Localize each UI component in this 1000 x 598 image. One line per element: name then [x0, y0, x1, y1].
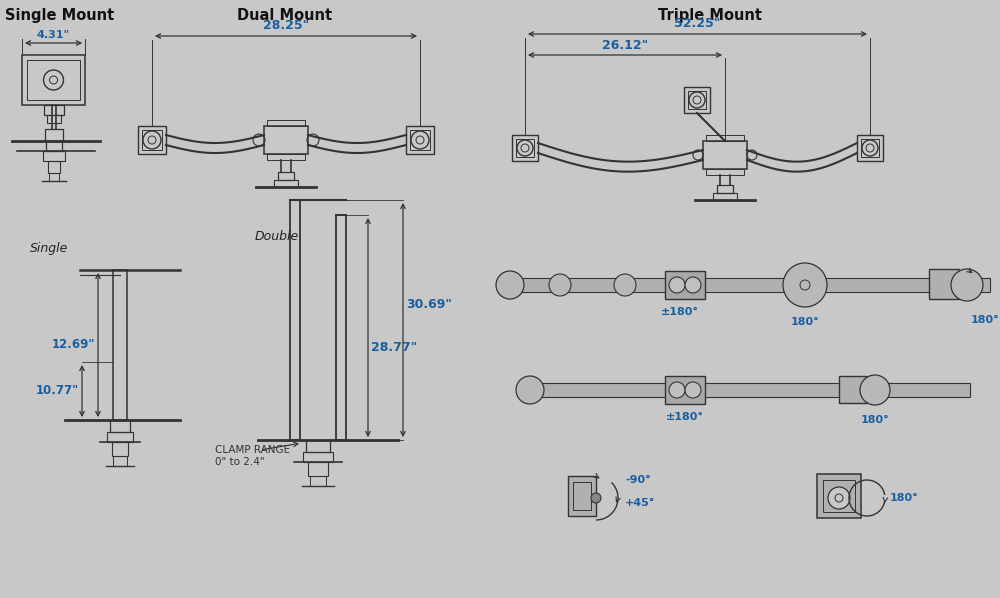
Bar: [267, 154, 305, 160]
Text: 30.69": 30.69": [406, 298, 452, 312]
Bar: [929, 269, 959, 299]
Text: ±180°: ±180°: [661, 307, 699, 317]
Bar: [113, 270, 127, 420]
Bar: [717, 185, 733, 193]
Circle shape: [591, 493, 601, 503]
Text: 28.77": 28.77": [371, 341, 417, 354]
Bar: [42, 151, 64, 161]
Text: 12.69": 12.69": [52, 338, 95, 352]
Bar: [512, 135, 538, 161]
Bar: [861, 139, 879, 157]
Bar: [839, 376, 867, 403]
Bar: [688, 91, 706, 109]
Circle shape: [496, 271, 524, 299]
Circle shape: [685, 277, 701, 293]
Circle shape: [614, 274, 636, 296]
Circle shape: [860, 375, 890, 405]
Text: 28.25": 28.25": [263, 19, 309, 32]
Bar: [406, 126, 434, 154]
Bar: [706, 135, 744, 141]
Bar: [112, 442, 128, 456]
Bar: [46, 115, 60, 123]
Text: 180°: 180°: [971, 315, 999, 325]
Bar: [290, 200, 300, 440]
Bar: [706, 169, 744, 175]
Bar: [410, 130, 430, 150]
Bar: [703, 141, 747, 169]
Bar: [713, 193, 737, 200]
Text: Single Mount: Single Mount: [5, 8, 114, 23]
Circle shape: [951, 269, 983, 301]
Text: Double: Double: [255, 230, 299, 243]
Bar: [665, 376, 705, 404]
Bar: [267, 120, 305, 126]
Text: +45°: +45°: [625, 498, 655, 508]
Bar: [48, 173, 58, 181]
Bar: [48, 161, 60, 173]
Bar: [336, 215, 346, 440]
Circle shape: [783, 263, 827, 307]
Text: 10.77": 10.77": [36, 385, 79, 398]
Bar: [274, 180, 298, 187]
Text: 180°: 180°: [791, 317, 819, 327]
Circle shape: [828, 487, 850, 509]
Bar: [857, 135, 883, 161]
Bar: [665, 271, 705, 299]
Bar: [568, 476, 596, 516]
Bar: [113, 456, 127, 466]
Text: CLAMP RANGE: CLAMP RANGE: [215, 445, 290, 455]
Bar: [520, 383, 970, 397]
Bar: [500, 278, 990, 292]
Text: Dual Mount: Dual Mount: [237, 8, 333, 23]
Text: 180°: 180°: [861, 415, 889, 425]
Text: 52.25": 52.25": [674, 17, 721, 30]
Bar: [823, 480, 855, 512]
Bar: [264, 126, 308, 154]
Bar: [142, 130, 162, 150]
Bar: [44, 105, 64, 115]
Bar: [306, 440, 330, 452]
Text: Triple Mount: Triple Mount: [658, 8, 762, 23]
Text: -90°: -90°: [625, 475, 651, 485]
Bar: [46, 141, 62, 151]
Circle shape: [669, 277, 685, 293]
Circle shape: [669, 382, 685, 398]
Bar: [138, 126, 166, 154]
Bar: [107, 432, 133, 442]
Bar: [27, 60, 80, 100]
Bar: [684, 87, 710, 113]
Bar: [44, 129, 62, 141]
Bar: [278, 172, 294, 180]
Bar: [516, 139, 534, 157]
Circle shape: [516, 376, 544, 404]
Circle shape: [685, 382, 701, 398]
Bar: [110, 420, 130, 432]
Text: 4.31": 4.31": [37, 30, 70, 40]
Bar: [573, 482, 591, 510]
Text: Single: Single: [30, 242, 68, 255]
Bar: [308, 462, 328, 476]
Bar: [310, 476, 326, 486]
Circle shape: [549, 274, 571, 296]
Bar: [22, 55, 85, 105]
Bar: [817, 474, 861, 518]
Text: 0" to 2.4": 0" to 2.4": [215, 457, 265, 467]
Text: ±180°: ±180°: [666, 412, 704, 422]
Text: 26.12": 26.12": [602, 39, 648, 52]
Text: 180°: 180°: [890, 493, 919, 503]
Bar: [303, 452, 333, 462]
